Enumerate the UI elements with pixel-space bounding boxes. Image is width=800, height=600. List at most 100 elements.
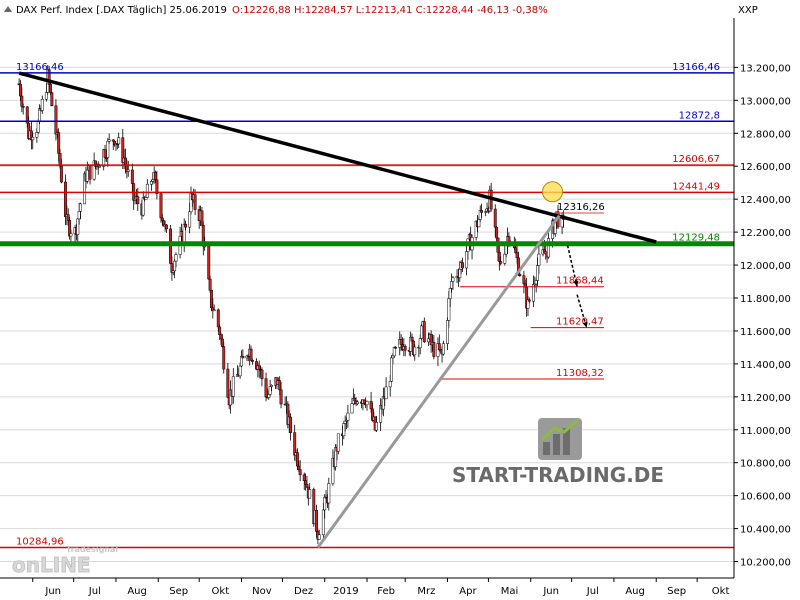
candle-body <box>154 172 157 180</box>
arrow-head-icon <box>582 321 588 328</box>
x-tick-label: Okt <box>712 586 730 597</box>
candle-body <box>36 121 40 133</box>
y-tick-label: 10.800,00 <box>740 459 791 470</box>
candle-body <box>160 217 164 221</box>
y-tick-label: 11.600,00 <box>740 327 791 338</box>
candle-body <box>35 132 39 138</box>
arrow-line <box>566 245 578 287</box>
candle-body <box>155 179 159 195</box>
candle-body <box>260 369 264 379</box>
x-tick-label: Jun <box>44 586 61 597</box>
candle-body <box>410 336 414 342</box>
candle-body <box>226 368 230 398</box>
candle-body <box>207 245 211 280</box>
triangle-icon <box>4 6 12 12</box>
level-label-right: 12606,67 <box>672 154 720 165</box>
candle-body <box>350 403 354 414</box>
candle-body <box>305 484 309 488</box>
candle-body <box>219 334 223 340</box>
x-tick-label: Apr <box>459 586 477 597</box>
candle-body <box>106 141 110 158</box>
y-tick-label: 13.000,00 <box>740 96 791 107</box>
candle-body <box>164 224 168 230</box>
y-tick-label: 12.200,00 <box>740 228 791 239</box>
candle-body <box>184 223 187 228</box>
candle-body <box>390 357 394 382</box>
trend-line <box>18 71 657 244</box>
x-tick-label: Jul <box>586 586 599 597</box>
candle-body <box>145 183 149 198</box>
candle-body <box>220 338 224 347</box>
candle-body <box>446 320 449 344</box>
x-tick-label: Dez <box>294 586 313 597</box>
candle-body <box>522 275 526 285</box>
candle-body <box>40 98 44 111</box>
candle-body <box>144 197 148 200</box>
y-tick-label: 11.200,00 <box>740 393 791 404</box>
x-tick-label: Sep <box>667 586 686 597</box>
candle-body <box>85 169 89 182</box>
candle-body <box>537 253 541 266</box>
candle-body <box>317 534 321 540</box>
y-tick-label: 11.400,00 <box>740 360 791 371</box>
candle-body <box>59 165 63 183</box>
candle-body <box>270 385 273 387</box>
candle-body <box>54 105 58 135</box>
candle-body <box>103 149 107 158</box>
candle-body <box>173 260 177 272</box>
level-label-left: 13166,46 <box>16 62 64 73</box>
candle-body <box>461 262 464 269</box>
candle-body <box>391 355 395 359</box>
candle-body <box>399 339 403 345</box>
y-tick-label: 12.000,00 <box>740 261 791 272</box>
candle-body <box>547 238 550 258</box>
candle-body <box>465 251 469 269</box>
candle-body <box>79 203 82 212</box>
candle-body <box>493 208 497 228</box>
x-tick-label: 2019 <box>333 586 358 597</box>
candle-body <box>249 348 253 361</box>
y-axis-title: XXP <box>738 5 758 16</box>
candle-body <box>507 236 511 243</box>
candle-body <box>76 218 80 235</box>
candle-body <box>336 433 340 452</box>
candle-body <box>515 252 519 259</box>
candle-body <box>57 132 61 154</box>
candle-body <box>418 338 422 349</box>
candle-body <box>477 219 481 228</box>
x-tick-label: Aug <box>625 586 645 597</box>
candle-body <box>323 496 327 511</box>
candle-body <box>480 210 484 213</box>
candle-body <box>420 325 424 339</box>
candle-body <box>503 253 507 264</box>
candle-body <box>327 483 331 504</box>
short-level-label: 11308,32 <box>556 368 604 379</box>
x-tick-label: Jul <box>88 586 101 597</box>
candle-body <box>499 261 503 264</box>
candle-body <box>365 401 369 406</box>
tradesignal-online-logo: Tradesignal onLINE <box>12 545 119 577</box>
candle-body <box>210 290 213 309</box>
arrow-head-icon <box>573 280 579 287</box>
level-label-right: 12129,48 <box>672 233 720 244</box>
candle-body <box>218 326 222 335</box>
candle-body <box>278 380 282 391</box>
candle-body <box>536 265 539 281</box>
x-tick-label: Jun <box>542 586 559 597</box>
short-level-label: 11620,47 <box>556 317 604 328</box>
candle-body <box>297 465 301 470</box>
x-tick-label: Nov <box>252 586 272 597</box>
candle-body <box>126 169 130 172</box>
candle-body <box>497 251 501 262</box>
candle-body <box>448 288 452 299</box>
candle-body <box>375 422 379 431</box>
candle-body <box>293 432 297 456</box>
y-tick-label: 13.200,00 <box>740 63 791 74</box>
short-level-label: 12316,26 <box>557 202 605 213</box>
candle-body <box>231 376 235 397</box>
candle-body <box>514 247 518 254</box>
x-tick-label: Okt <box>212 586 230 597</box>
candle-body <box>69 233 73 237</box>
